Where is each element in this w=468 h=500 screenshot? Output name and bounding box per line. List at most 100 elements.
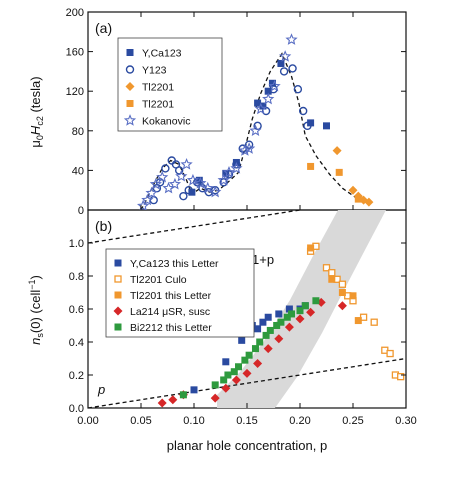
panel-b-point-series-4 — [224, 371, 232, 379]
panel-a-label: (a) — [95, 20, 112, 36]
panel-b-point-series-1 — [322, 264, 331, 272]
panel-b-xtick-label: 0.15 — [236, 415, 257, 427]
panel-b-ytick-label: 0.0 — [69, 403, 84, 415]
panel-a-point-series-1 — [298, 106, 308, 116]
legend-marker — [126, 100, 134, 107]
panel-b-point-series-2 — [328, 275, 336, 283]
panel-a-point-series-1 — [161, 164, 170, 173]
legend-entry: Tl2201 Culo — [130, 274, 187, 286]
panel-b-point-series-3 — [168, 395, 178, 405]
panel-a-point-series-4 — [201, 181, 214, 194]
legend-marker — [125, 82, 135, 91]
panel-b-point-series-3 — [242, 368, 252, 378]
panel-a-point-series-0 — [264, 87, 272, 95]
panel-b-point-series-0 — [254, 325, 262, 333]
panel-b-point-series-0 — [238, 336, 246, 344]
panel-b-point-series-2 — [338, 289, 346, 296]
panel-b-point-series-4 — [251, 345, 259, 353]
panel-a-point-series-4 — [238, 144, 252, 156]
panel-a-point-series-4 — [145, 186, 158, 199]
panel-a-point-series-0 — [323, 122, 330, 130]
panel-b-point-series-1 — [328, 269, 336, 277]
panel-a-point-series-4 — [242, 142, 256, 154]
legend-marker — [114, 291, 122, 299]
panel-b-point-series-3 — [210, 393, 220, 403]
panel-a-point-series-4 — [249, 124, 262, 137]
panel-b-point-series-3 — [253, 358, 263, 368]
panel-b-point-series-1 — [338, 280, 347, 288]
panel-b-point-series-0 — [285, 305, 293, 313]
panel-a-point-series-1 — [293, 85, 303, 94]
panel-a-point-series-4 — [285, 33, 298, 45]
line-label-p: p — [97, 382, 105, 397]
panel-a-point-series-4 — [194, 176, 207, 189]
x-axis-label: planar hole concentration, p — [167, 438, 327, 453]
panel-b-point-series-4 — [235, 363, 243, 371]
panel-a-point-series-4 — [180, 158, 193, 170]
panel-b-point-series-4 — [312, 297, 320, 305]
panel-a-point-series-4 — [168, 177, 182, 190]
panel-a-point-series-1 — [149, 195, 158, 205]
panel-a-ytick-label: 120 — [66, 86, 84, 98]
panel-b-point-series-3 — [231, 375, 241, 385]
panel-b-point-series-1 — [386, 349, 394, 358]
panel-b-point-series-2 — [307, 244, 315, 252]
panel-a-point-series-4 — [156, 170, 169, 183]
panel-b-point-series-4 — [273, 322, 281, 329]
panel-a-point-series-2 — [332, 146, 342, 156]
panel-b-point-series-4 — [256, 338, 264, 346]
panel-a-point-series-1 — [224, 170, 234, 179]
legend-entry: Tl2201 this Letter — [130, 290, 212, 302]
panel-a-point-series-1 — [184, 185, 193, 195]
legend-marker — [126, 49, 134, 56]
panel-a-point-series-0 — [268, 79, 276, 87]
panel-b-point-series-1 — [397, 372, 405, 381]
panel-a-point-series-0 — [254, 99, 262, 107]
panel-b-point-series-3 — [295, 314, 305, 324]
panel-b-ylabel: ns(0) (cell−1) — [27, 275, 45, 345]
panel-b-point-series-4 — [277, 318, 285, 326]
panel-a — [136, 33, 374, 210]
legend-marker — [123, 114, 137, 126]
panel-b-point-series-1 — [370, 318, 378, 326]
panel-b-point-series-0 — [222, 358, 230, 366]
panel-b-ytick-label: 0.2 — [69, 370, 84, 382]
legend-marker — [125, 65, 135, 74]
panel-b-point-series-4 — [179, 391, 187, 399]
legend-marker — [114, 275, 122, 283]
legend-entry: Y,Ca123 this Letter — [130, 258, 219, 270]
panel-a-ytick-label: 160 — [66, 47, 84, 59]
panel-b-legend-frame — [105, 248, 255, 338]
panel-a-ylabel: μ0Hc2 (tesla) — [28, 76, 45, 147]
panel-a-point-series-3 — [354, 195, 362, 203]
panel-b-point-series-3 — [284, 322, 294, 332]
panel-b-point-series-3 — [306, 307, 316, 317]
panel-a-point-series-1 — [174, 166, 184, 175]
panel-a-point-series-4 — [186, 173, 200, 186]
panel-b-point-series-2 — [354, 317, 362, 325]
panel-a-point-series-4 — [262, 92, 275, 105]
panel-a-point-series-4 — [175, 169, 188, 182]
panel-b-point-series-2 — [349, 292, 357, 300]
panel-b-point-series-3 — [337, 301, 347, 311]
panel-a-point-series-0 — [277, 59, 285, 67]
panel-b-point-series-0 — [259, 318, 267, 326]
panel-b-point-series-0 — [264, 313, 272, 321]
panel-b-point-series-3 — [157, 398, 167, 408]
panel-a-point-series-1 — [279, 67, 289, 76]
panel-a-ytick-label: 80 — [72, 126, 84, 138]
legend-entry: Kokanovic — [142, 116, 190, 128]
panel-b-point-series-3 — [274, 334, 284, 344]
panel-b-point-series-3 — [263, 344, 273, 354]
panel-b-point-series-4 — [245, 351, 253, 359]
panel-a-point-series-0 — [307, 119, 315, 127]
panel-b-xtick-label: 0.00 — [77, 415, 98, 427]
panel-a-ytick-label: 0 — [78, 205, 84, 217]
legend-entry: Tl2201 — [142, 82, 174, 94]
panel-b-ytick-label: 1.0 — [69, 238, 84, 250]
legend-marker — [114, 259, 122, 267]
legend-entry: La214 μSR, susc — [130, 306, 210, 318]
panel-a-point-series-4 — [279, 50, 292, 62]
legend-marker — [114, 323, 122, 331]
